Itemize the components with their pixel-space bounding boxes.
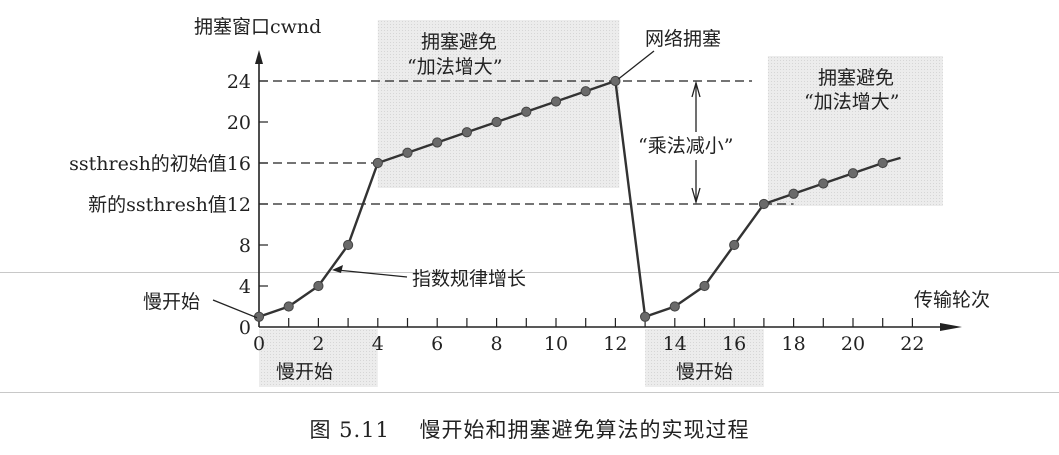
ca-title-1: 拥塞避免 — [421, 31, 497, 53]
x-tick-label: 6 — [431, 333, 443, 355]
slow-start-label: 慢开始 — [143, 291, 200, 313]
data-point — [432, 137, 443, 148]
exp-growth-arrow-icon — [332, 265, 343, 273]
exp-growth-pointer — [336, 269, 408, 278]
y-tick-label: 8 — [239, 235, 251, 257]
y-tick-label: ssthresh的初始值16 — [69, 153, 251, 175]
data-point — [847, 168, 859, 179]
data-point — [669, 301, 680, 312]
data-point — [313, 280, 324, 292]
slow-start-band-label-1: 慢开始 — [276, 361, 333, 383]
x-tick-label: 0 — [253, 333, 265, 355]
x-tick-label: 22 — [900, 333, 924, 355]
arrow-up-icon — [691, 80, 701, 98]
y-axis-arrow-icon — [255, 50, 263, 64]
data-point — [788, 188, 799, 199]
figure-caption: 图 5.11 慢开始和拥塞避免算法的实现过程 — [309, 418, 750, 442]
data-point — [283, 301, 294, 312]
slow-start-pointer — [212, 299, 258, 319]
data-point — [818, 178, 829, 189]
data-point — [372, 157, 383, 169]
x-tick-label: 12 — [603, 333, 627, 355]
cwnd-series — [253, 75, 901, 322]
data-point — [877, 157, 888, 169]
data-point — [699, 280, 710, 292]
axes: 0 2 4 6 8 10 12 14 16 18 20 22048新的ssthresh值12ssthr… — [69, 50, 962, 355]
ss-band-1 — [259, 329, 378, 387]
y-tick-label: 20 — [227, 112, 251, 134]
data-point — [758, 198, 770, 210]
mult-decrease-label: “乘法减小” — [638, 135, 733, 157]
ca-sub-1: “加法增大” — [407, 56, 502, 78]
scan-line — [0, 272, 1059, 273]
annotations — [212, 50, 701, 319]
data-point — [491, 116, 502, 128]
exp-growth-label: 指数规律增长 — [412, 268, 526, 290]
x-tick-label: 14 — [663, 333, 687, 355]
data-point — [640, 311, 651, 322]
data-point — [550, 96, 562, 107]
ca-sub-2: “加法增大” — [804, 91, 899, 113]
data-point — [343, 239, 354, 251]
data-point — [580, 86, 591, 97]
ss-band-2 — [645, 329, 764, 387]
slow-start-band-label-2: 慢开始 — [676, 361, 733, 383]
congestion-pointer — [617, 50, 655, 80]
y-tick-label: 新的ssthresh值12 — [88, 194, 251, 216]
arrow-down-icon — [691, 187, 701, 205]
data-point — [461, 127, 472, 138]
x-tick-label: 20 — [841, 333, 865, 355]
scan-line — [0, 392, 1059, 393]
ca-region-1 — [377, 20, 620, 188]
reference-lines — [259, 80, 794, 205]
ca-region-2 — [767, 56, 943, 206]
y-tick-label: 0 — [239, 317, 251, 339]
x-tick-label: 4 — [372, 333, 384, 355]
x-tick-label: 2 — [312, 333, 324, 355]
y-tick-label: 4 — [239, 276, 251, 298]
x-axis-title: 传输轮次 — [914, 289, 990, 311]
y-tick-label: 24 — [227, 71, 251, 93]
data-point — [729, 239, 740, 251]
x-tick-label: 18 — [782, 333, 806, 355]
data-point — [402, 147, 413, 158]
y-axis-title: 拥塞窗口cwnd — [194, 16, 321, 38]
x-tick-label: 10 — [544, 333, 568, 355]
data-point — [521, 106, 532, 117]
x-tick-label: 8 — [491, 333, 503, 355]
x-tick-label: 16 — [722, 333, 746, 355]
x-axis-arrow-icon — [940, 323, 962, 331]
ca-title-2: 拥塞避免 — [818, 67, 894, 89]
network-congestion-label: 网络拥塞 — [645, 28, 721, 50]
shaded-regions — [259, 20, 943, 387]
data-point — [610, 75, 621, 87]
